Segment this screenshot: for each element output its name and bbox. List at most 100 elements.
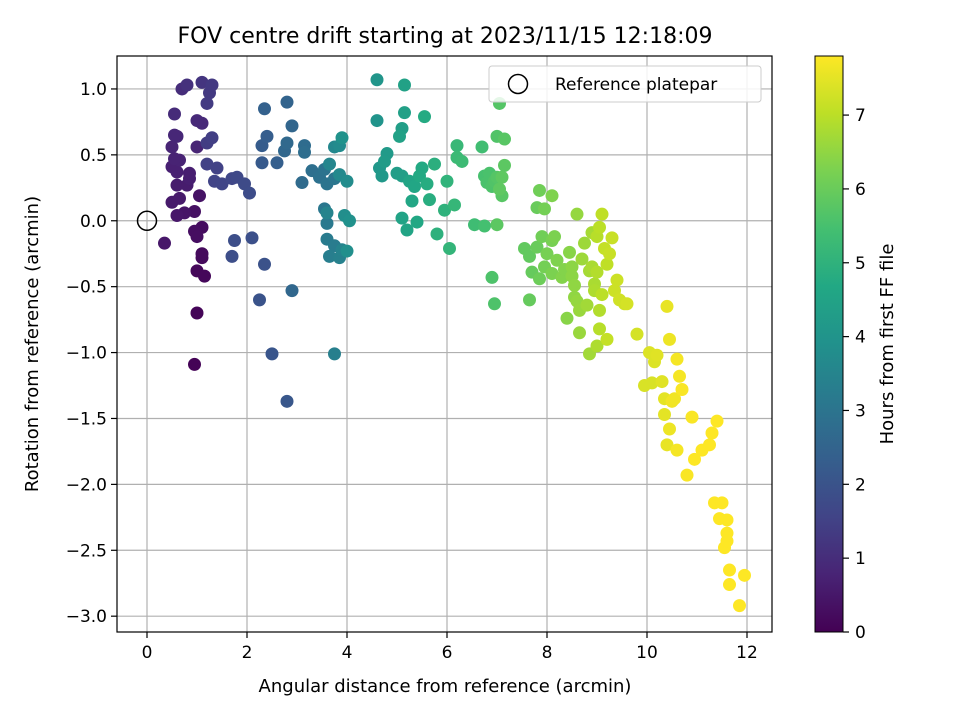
plot-frame (116, 55, 773, 633)
data-point (533, 183, 546, 197)
data-point (593, 303, 606, 317)
data-point (375, 169, 389, 183)
data-point (328, 347, 341, 361)
data-point (225, 249, 239, 263)
data-point (658, 408, 671, 422)
data-point (270, 156, 284, 170)
data-point (280, 136, 294, 150)
chart-title: FOV centre drift starting at 2023/11/15 … (178, 24, 713, 49)
data-point (335, 131, 349, 145)
x-tick-label: 10 (636, 643, 658, 663)
colorbar-frame (814, 55, 844, 633)
data-point (645, 376, 659, 390)
reference-marker (136, 210, 158, 232)
data-point (280, 95, 294, 109)
data-point (180, 78, 194, 92)
x-tick-label: 8 (542, 643, 553, 663)
data-point (158, 236, 171, 250)
data-point (320, 216, 334, 230)
data-point (448, 198, 461, 212)
data-point (165, 140, 179, 154)
data-point (195, 75, 209, 89)
data-point (170, 208, 184, 222)
reference-point (136, 210, 158, 232)
data-point (405, 194, 419, 208)
data-point (590, 339, 604, 353)
data-point (450, 139, 464, 153)
data-point (570, 207, 584, 221)
x-tick-label: 12 (736, 643, 758, 663)
data-point (193, 189, 206, 203)
data-point (423, 193, 436, 207)
x-axis-label: Angular distance from reference (arcmin) (259, 676, 632, 697)
data-point (595, 207, 609, 221)
data-point (540, 247, 554, 261)
data-point (673, 369, 686, 383)
data-point (580, 298, 594, 312)
data-point (590, 265, 604, 279)
data-point (568, 278, 581, 292)
data-point (395, 211, 409, 225)
y-tick-label: 0.5 (80, 146, 107, 166)
data-point (670, 443, 684, 457)
data-point (680, 468, 694, 482)
data-point (398, 106, 411, 120)
data-point (668, 392, 681, 406)
data-point (565, 260, 579, 274)
data-point (183, 166, 196, 180)
data-point (655, 375, 669, 389)
data-point (650, 348, 664, 362)
data-point (533, 272, 546, 286)
data-point (200, 157, 214, 171)
data-point (173, 191, 186, 205)
data-point (428, 157, 441, 171)
data-point (298, 145, 311, 159)
data-point (705, 426, 719, 440)
data-point (323, 249, 336, 263)
data-point (215, 177, 229, 191)
colorbar-tick-label: 1 (855, 549, 866, 569)
x-tick-label: 4 (342, 643, 353, 663)
y-tick-label: −2.0 (66, 475, 107, 495)
data-point (663, 332, 676, 346)
data-point (378, 154, 391, 168)
data-point (190, 230, 204, 244)
colorbar-tick-label: 4 (855, 328, 866, 348)
data-point (578, 236, 591, 250)
data-point (610, 273, 624, 287)
data-point (205, 78, 219, 92)
data-point (685, 410, 699, 424)
colorbar-tick-label: 6 (855, 180, 866, 200)
data-point (198, 269, 211, 283)
colorbar-tick-label: 7 (855, 106, 866, 126)
legend-label: Reference platepar (555, 75, 717, 95)
data-point (670, 352, 684, 366)
data-point (560, 311, 574, 325)
data-point (190, 114, 204, 128)
data-point (723, 563, 736, 577)
legend: Reference platepar (488, 65, 762, 103)
data-point (168, 107, 181, 121)
data-point (190, 306, 204, 320)
data-point (455, 154, 469, 168)
colorbar-gradient (815, 56, 843, 632)
y-tick-label: −0.5 (66, 278, 107, 298)
data-point (595, 288, 609, 302)
data-point (245, 231, 259, 245)
data-point (190, 140, 204, 154)
data-point (320, 206, 334, 220)
data-point (600, 332, 614, 346)
y-tick-label: 0.0 (80, 212, 107, 232)
data-point (498, 132, 511, 146)
data-point (400, 223, 414, 237)
data-point (393, 129, 406, 143)
data-point (478, 219, 491, 233)
data-point (498, 158, 511, 172)
y-tick-label: −3.0 (66, 607, 107, 627)
data-point (398, 78, 411, 92)
data-point (723, 578, 736, 592)
data-point (663, 422, 676, 436)
data-point (545, 189, 559, 203)
